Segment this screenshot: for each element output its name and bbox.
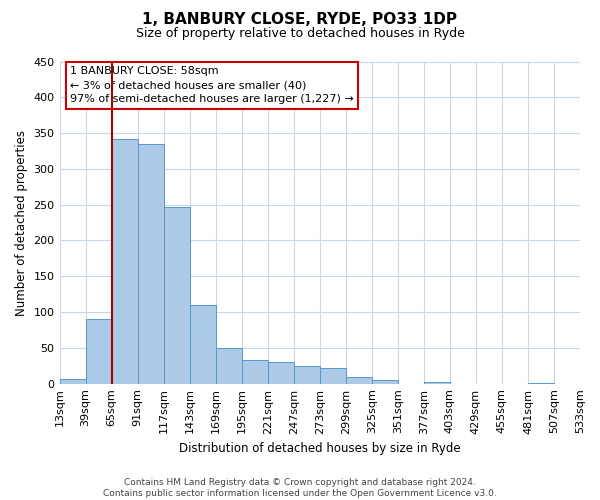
Bar (242, 360, 268, 384)
Bar (320, 368, 346, 384)
Bar (424, 382, 450, 384)
Bar (86, 319, 112, 384)
Bar (528, 383, 554, 384)
Bar (190, 305, 215, 384)
Text: Contains HM Land Registry data © Crown copyright and database right 2024.
Contai: Contains HM Land Registry data © Crown c… (103, 478, 497, 498)
Y-axis label: Number of detached properties: Number of detached properties (15, 130, 28, 316)
Text: 1, BANBURY CLOSE, RYDE, PO33 1DP: 1, BANBURY CLOSE, RYDE, PO33 1DP (143, 12, 458, 28)
Bar (215, 348, 242, 384)
Bar (294, 366, 320, 384)
Bar (164, 207, 190, 384)
Text: Size of property relative to detached houses in Ryde: Size of property relative to detached ho… (136, 28, 464, 40)
Bar (346, 376, 372, 384)
Text: 1 BANBURY CLOSE: 58sqm
← 3% of detached houses are smaller (40)
97% of semi-deta: 1 BANBURY CLOSE: 58sqm ← 3% of detached … (70, 66, 354, 104)
X-axis label: Distribution of detached houses by size in Ryde: Distribution of detached houses by size … (179, 442, 461, 455)
Bar (112, 139, 137, 384)
Bar (137, 144, 164, 384)
Bar (59, 378, 86, 384)
Bar (372, 380, 398, 384)
Bar (268, 362, 294, 384)
